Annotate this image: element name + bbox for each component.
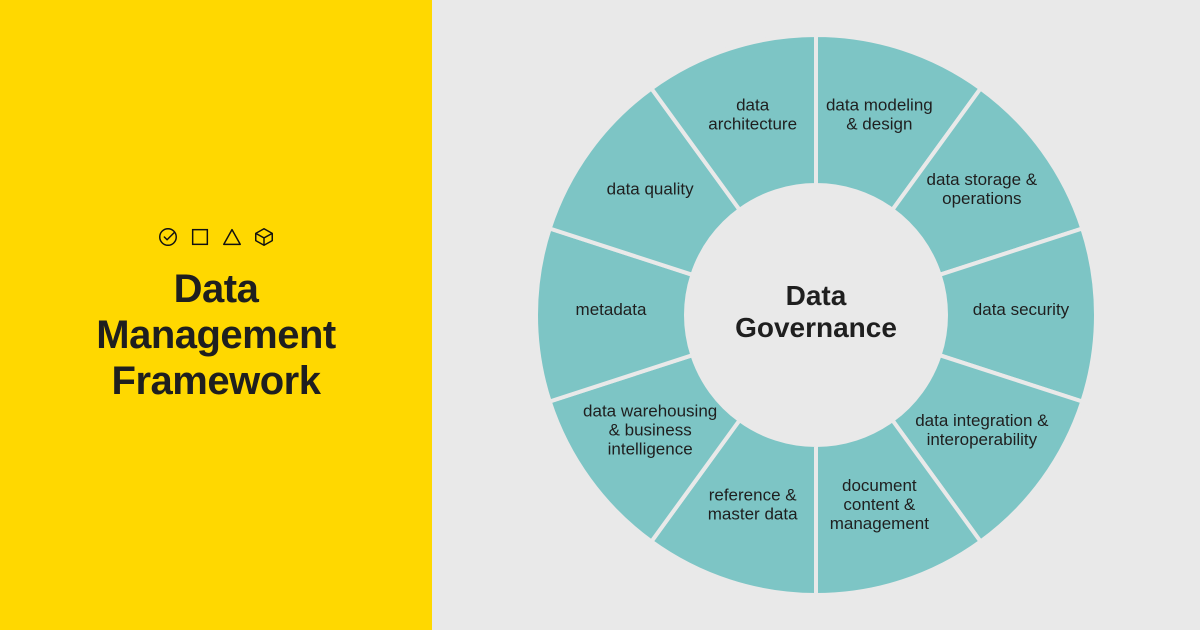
title-line: Framework: [96, 358, 336, 404]
segment-label: documentcontent &management: [830, 476, 930, 533]
right-panel: data modeling& designdata storage &opera…: [432, 0, 1200, 630]
segment-label: reference &master data: [708, 485, 798, 523]
segment-label: data security: [973, 300, 1070, 319]
wheel-diagram: data modeling& designdata storage &opera…: [526, 25, 1106, 605]
page-title: Data Management Framework: [96, 266, 336, 404]
wheel-center-label: DataGovernance: [735, 280, 897, 343]
segment-label: data storage &operations: [927, 170, 1038, 208]
square-icon: [189, 226, 211, 248]
segment-label: metadata: [576, 300, 647, 319]
segment-label: data integration &interoperability: [915, 411, 1049, 449]
icon-row: [157, 226, 275, 248]
cube-icon: [253, 226, 275, 248]
segment-label: data quality: [607, 180, 694, 199]
triangle-icon: [221, 226, 243, 248]
check-circle-icon: [157, 226, 179, 248]
title-line: Management: [96, 312, 336, 358]
left-panel: Data Management Framework: [0, 0, 432, 630]
title-line: Data: [96, 266, 336, 312]
page: Data Management Framework data modeling&…: [0, 0, 1200, 630]
